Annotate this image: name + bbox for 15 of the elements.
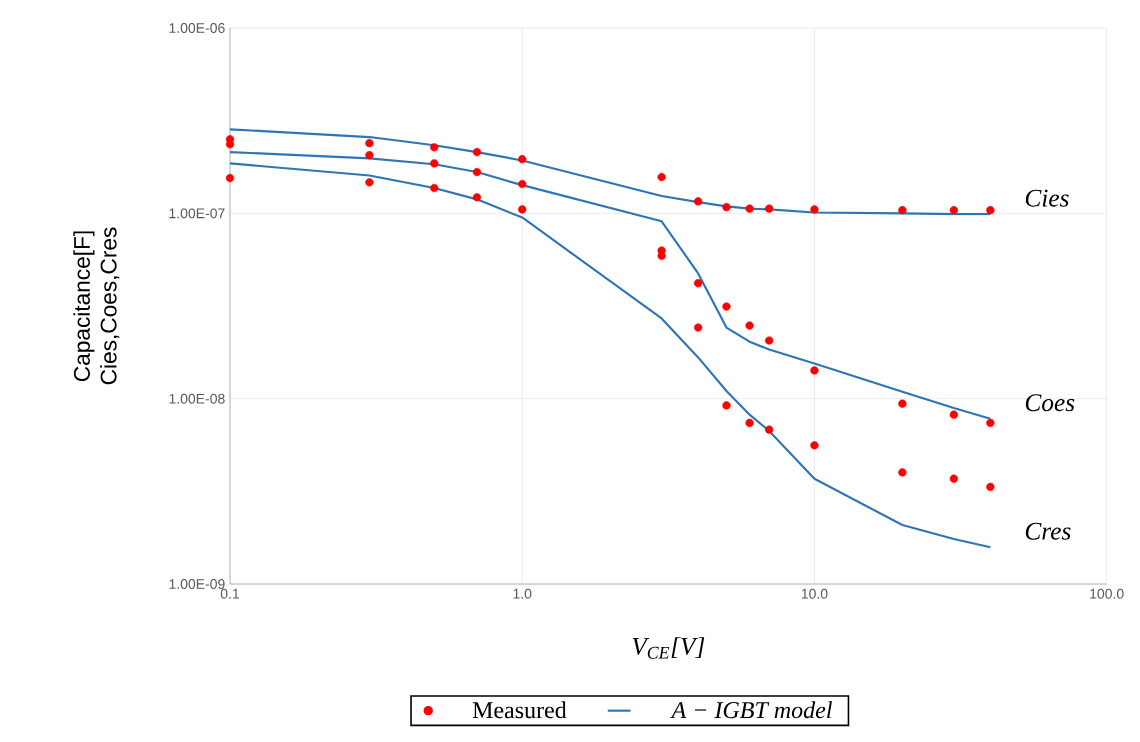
legend-label: Measured [472, 701, 567, 719]
y-tick-label: 1.00E-07 [169, 208, 225, 219]
y-tick-label: 1.00E-06 [169, 23, 225, 33]
y-axis-title: Capacitance[F] Cies,Coes,Cres [73, 227, 120, 385]
y-tick-label: 1.00E-08 [169, 393, 225, 404]
x-tick-label: 1.0 [513, 588, 532, 599]
annotation: Coes [1025, 394, 1075, 412]
x-tick-label: 0.1 [220, 588, 240, 599]
annotation: Cies [1025, 189, 1069, 207]
x-tick-label: 100.0 [1090, 588, 1124, 599]
legend-label: A − IGBT model [670, 701, 832, 719]
x-axis-title: V$_{CE}$[V] [632, 637, 705, 659]
y-tick-label: 1.00E-09 [169, 579, 225, 589]
x-tick-label: 10.0 [801, 588, 828, 599]
annotation: Cres [1025, 522, 1071, 540]
